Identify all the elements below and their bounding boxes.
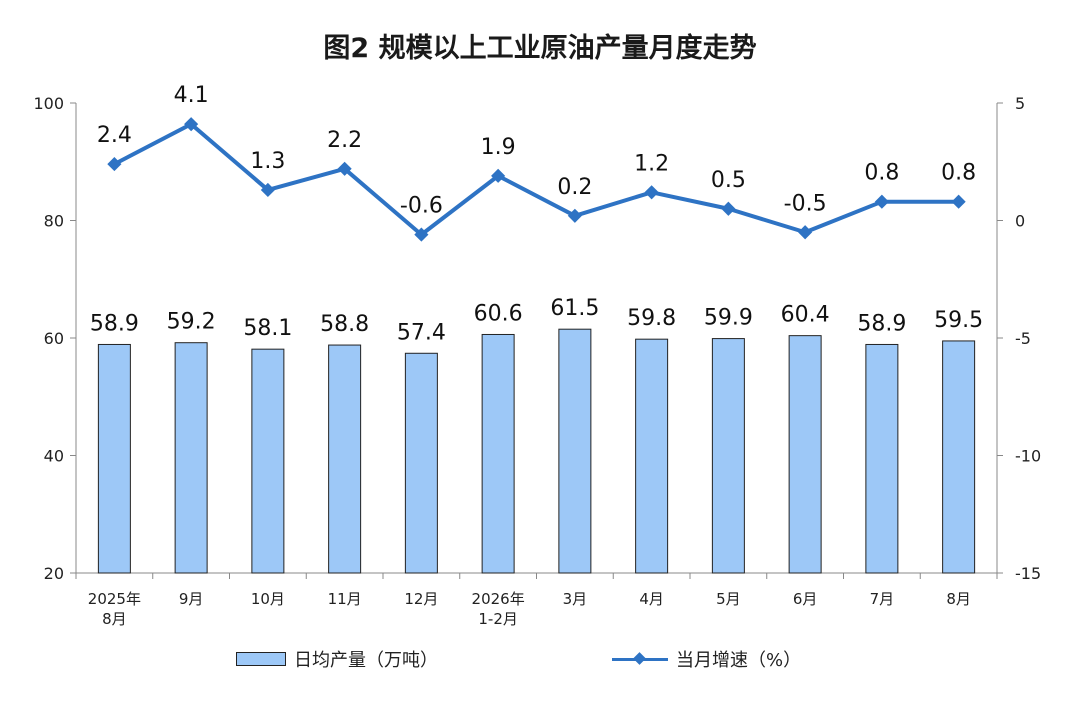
x-tick-label: 2026年 bbox=[472, 590, 525, 608]
x-tick-label: 10月 bbox=[251, 590, 285, 608]
growth-line bbox=[113, 122, 959, 237]
bars bbox=[97, 328, 976, 574]
x-tick-label: 6月 bbox=[793, 590, 818, 608]
line-labels: 2.4 4.1 1.3 2.2 -0.6 1.9 0.2 1.2 0.5 -0.5 0.8 0.8 bbox=[97, 83, 976, 218]
x-tick-label: 8月 bbox=[946, 590, 971, 608]
x-tick-label: 7月 bbox=[870, 590, 895, 608]
y-right-tick-label: -10 bbox=[1015, 447, 1041, 466]
bar-data-label: 61.5 bbox=[550, 296, 599, 321]
x-tick-label: 5月 bbox=[716, 590, 741, 608]
line-data-label: 4.1 bbox=[174, 83, 209, 108]
y-right-tick-label: 5 bbox=[1015, 94, 1025, 113]
bar-data-label: 59.9 bbox=[704, 306, 753, 331]
bar bbox=[711, 338, 745, 574]
x-tick-label: 2025年 bbox=[88, 590, 141, 608]
bar-labels: 58.9 59.2 58.1 58.8 57.4 60.6 61.5 59.8 59.9 60.4… bbox=[90, 296, 983, 345]
legend-line-swatch bbox=[612, 652, 668, 666]
y-right-tick-label: -5 bbox=[1015, 329, 1031, 348]
line-point bbox=[721, 201, 736, 216]
line-data-label: -0.6 bbox=[400, 194, 443, 219]
bar-data-label: 59.8 bbox=[627, 306, 676, 331]
line-point bbox=[644, 185, 659, 200]
bar bbox=[635, 338, 669, 574]
x-tick-label: 3月 bbox=[563, 590, 588, 608]
line-point bbox=[414, 227, 429, 242]
axes: 100 80 60 40 20 5 0 -5 -10 -15 bbox=[33, 94, 1041, 583]
bar bbox=[865, 343, 899, 574]
line-data-label: 2.4 bbox=[97, 123, 132, 148]
bar-data-label: 60.4 bbox=[781, 303, 830, 328]
line-point bbox=[951, 194, 966, 209]
y-right-tick-label: 0 bbox=[1015, 212, 1025, 231]
y-left-tick-label: 100 bbox=[33, 94, 64, 113]
x-tick-label: 8月 bbox=[102, 610, 127, 628]
bar bbox=[942, 340, 976, 574]
bar-data-label: 58.8 bbox=[320, 312, 369, 337]
line-point bbox=[491, 168, 506, 183]
x-tick-label: 4月 bbox=[639, 590, 664, 608]
line-data-label: 0.8 bbox=[941, 161, 976, 186]
x-tick-label: 11月 bbox=[328, 590, 362, 608]
line-point bbox=[567, 208, 582, 223]
line-data-label: 1.2 bbox=[634, 151, 669, 176]
legend-line-label: 当月增速（%） bbox=[676, 650, 802, 671]
line-data-label: 0.5 bbox=[711, 168, 746, 193]
bar bbox=[404, 352, 438, 574]
legend-bar-swatch bbox=[236, 652, 286, 666]
bar bbox=[558, 328, 592, 574]
legend-bar-label: 日均产量（万吨） bbox=[294, 650, 438, 671]
bar-data-label: 59.2 bbox=[167, 310, 216, 335]
bar bbox=[788, 335, 822, 574]
bar-data-label: 58.9 bbox=[857, 311, 906, 336]
bar-data-label: 58.1 bbox=[243, 316, 292, 341]
line-data-label: 0.8 bbox=[864, 161, 899, 186]
x-tick-label: 12月 bbox=[404, 590, 438, 608]
line-point bbox=[874, 194, 889, 209]
y-left-tick-label: 80 bbox=[44, 212, 64, 231]
chart-title: 图2 规模以上工业原油产量月度走势 bbox=[323, 33, 757, 64]
line-point bbox=[337, 161, 352, 176]
bar bbox=[481, 333, 515, 574]
bar bbox=[251, 348, 285, 574]
y-left-tick-label: 60 bbox=[44, 329, 64, 348]
line-point bbox=[107, 157, 122, 172]
line-data-label: 1.9 bbox=[481, 135, 516, 160]
line-point bbox=[798, 225, 813, 240]
y-right-tick-label: -15 bbox=[1015, 564, 1041, 583]
bar bbox=[174, 342, 208, 574]
x-tick-label: 1-2月 bbox=[478, 610, 518, 628]
bar bbox=[328, 344, 362, 574]
line-data-label: 2.2 bbox=[327, 128, 362, 153]
bar-data-label: 57.4 bbox=[397, 320, 446, 345]
line-data-label: -0.5 bbox=[784, 191, 827, 216]
x-tick-label: 9月 bbox=[179, 590, 204, 608]
line-point bbox=[260, 182, 275, 198]
bar-data-label: 60.6 bbox=[474, 301, 523, 326]
line-data-label: 0.2 bbox=[557, 175, 592, 200]
bar-data-label: 58.9 bbox=[90, 311, 139, 336]
x-labels: 2025年 8月 9月 10月 11月 12月 2026年 1-2月 3月 4月 5月 6月 7月 8月 bbox=[88, 590, 971, 628]
line-series bbox=[107, 117, 966, 242]
legend-item-line: 当月增速（%） bbox=[612, 646, 801, 672]
legend-item-bar: 日均产量（万吨） bbox=[236, 646, 438, 672]
bar bbox=[97, 343, 131, 574]
y-left-tick-label: 20 bbox=[44, 564, 64, 583]
line-data-label: 1.3 bbox=[250, 149, 285, 174]
y-left-tick-label: 40 bbox=[44, 447, 64, 466]
bar-data-label: 59.5 bbox=[934, 308, 983, 333]
